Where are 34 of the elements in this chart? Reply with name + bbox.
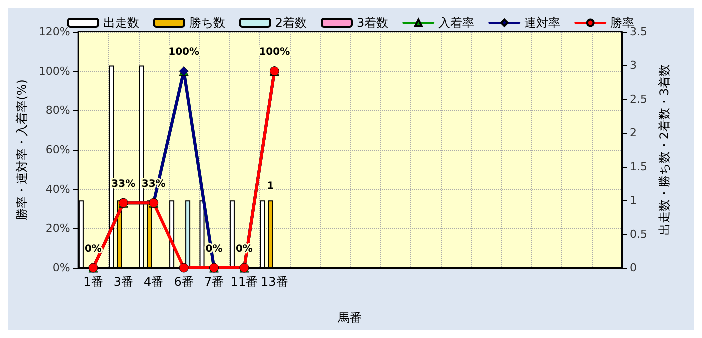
legend-label: 連対率 <box>524 16 561 30</box>
y2-axis-title: 出走数・勝ち数・2着数・3着数 <box>657 64 672 236</box>
x-tick-label: 13番 <box>261 275 288 289</box>
data-label: 100% <box>259 47 290 58</box>
y2-tick-label: 2 <box>630 126 637 140</box>
x-tick-label: 11番 <box>230 275 258 289</box>
y-tick-label: 0% <box>52 262 70 274</box>
legend-label: 勝ち数 <box>189 16 226 30</box>
x-tick-label: 7番 <box>204 275 224 289</box>
y-tick-label: 80% <box>46 104 70 118</box>
x-tick-label: 4番 <box>144 275 164 289</box>
y-axis-title: 勝率・連対率・入着率(%) <box>15 80 29 220</box>
y-tick-label: 120% <box>38 26 70 38</box>
y2-tick-label: 2.5 <box>630 92 648 106</box>
y2-tick-label: 1 <box>630 194 637 208</box>
x-tick-label: 3番 <box>114 275 134 289</box>
y-tick-label: 100% <box>38 64 70 78</box>
point <box>179 263 189 273</box>
y2-tick-label: 0 <box>630 262 637 274</box>
x-tick-label: 1番 <box>84 275 104 289</box>
data-label: 100% <box>168 47 200 58</box>
y2-tick-label: 1.5 <box>630 160 648 174</box>
data-label: 1 <box>267 181 274 192</box>
y-tick-label: 40% <box>46 182 70 196</box>
y2-tick-label: 3 <box>630 59 637 72</box>
legend-label: 入着率 <box>438 16 475 30</box>
x-axis-title: 馬番 <box>337 311 362 325</box>
legend-label: 2着数 <box>275 16 308 30</box>
y2-tick-label: 0.5 <box>630 228 648 241</box>
y-tick-label: 20% <box>46 222 70 236</box>
legend-label: 3着数 <box>357 16 389 30</box>
x-tick-label: 6番 <box>174 275 194 289</box>
legend-label: 出走数 <box>103 16 140 30</box>
y-tick-label: 60% <box>46 144 70 156</box>
